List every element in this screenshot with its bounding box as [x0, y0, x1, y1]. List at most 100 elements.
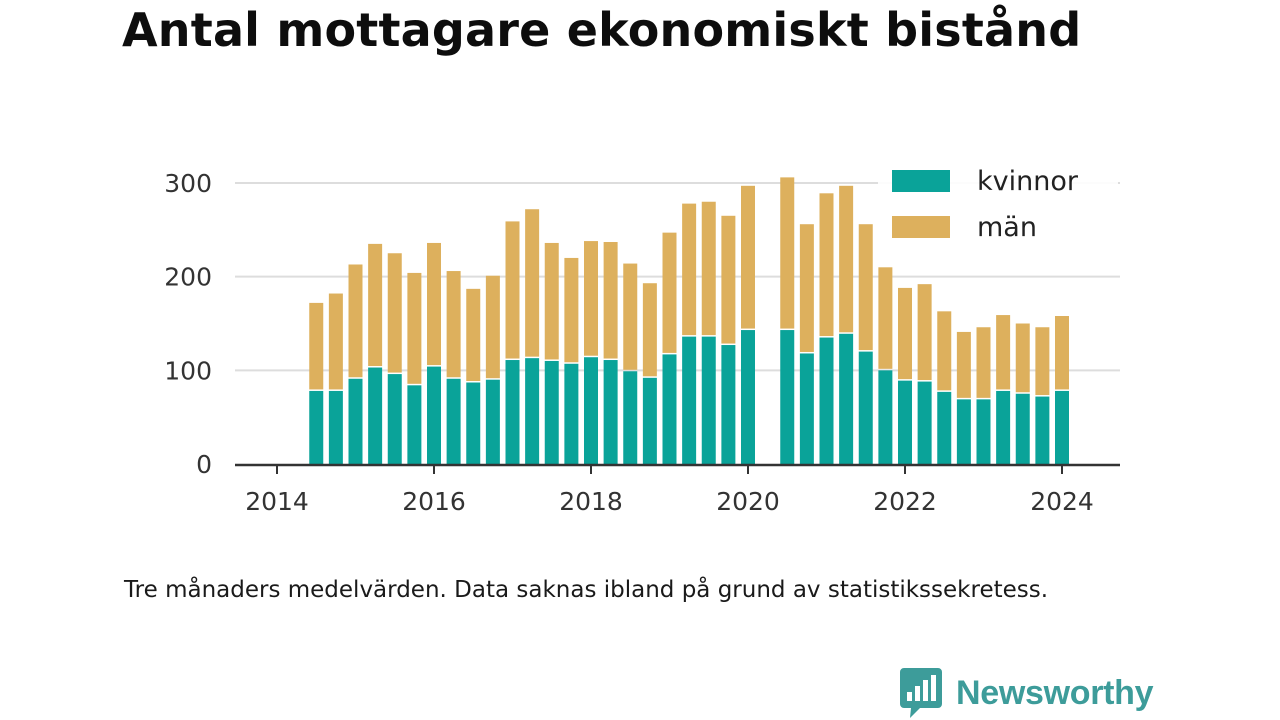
bar-kvinnor-2017-04	[525, 358, 540, 464]
bar-chart-speech-bubble-icon	[900, 668, 942, 718]
bar-kvinnor-2021-04	[839, 333, 854, 464]
x-tick-label: 2024	[1030, 487, 1094, 516]
bar-män-2023-07	[1015, 323, 1030, 393]
bar-kvinnor-2019-10	[721, 345, 736, 464]
y-axis-tick-labels: 0 100 200 300	[164, 169, 212, 479]
bar-män-2020-01	[741, 185, 755, 329]
bar-män-2014-07	[309, 302, 324, 390]
bar-män-2020-07	[780, 177, 795, 329]
bar-kvinnor-2016-04	[446, 378, 461, 464]
legend-swatch-kvinnor	[892, 170, 950, 192]
bar-kvinnor-2018-01	[584, 357, 598, 464]
bar-män-2023-10	[1035, 327, 1050, 396]
bar-män-2022-04	[917, 284, 932, 381]
bar-kvinnor-2020-07	[780, 330, 795, 464]
x-tick-label: 2022	[873, 487, 937, 516]
bar-män-2019-01	[662, 232, 677, 353]
bar-män-2015-07	[387, 253, 402, 373]
bar-marks	[309, 177, 1069, 464]
bar-kvinnor-2021-07	[858, 351, 873, 464]
bar-män-2019-07	[701, 201, 716, 336]
bar-kvinnor-2016-10	[485, 379, 500, 464]
y-tick-label: 0	[196, 450, 212, 479]
bar-kvinnor-2017-07	[544, 360, 559, 464]
bar-män-2021-01	[819, 193, 834, 337]
bar-kvinnor-2020-01	[741, 330, 755, 464]
bar-män-2022-07	[937, 311, 952, 391]
chart-title: Antal mottagare ekonomiskt bistånd	[122, 3, 1082, 57]
y-tick-label: 100	[164, 356, 212, 385]
legend-label-kvinnor: kvinnor	[977, 166, 1079, 197]
bar-kvinnor-2022-10	[956, 399, 971, 464]
bar-kvinnor-2024-01	[1055, 390, 1069, 464]
bar-kvinnor-2023-10	[1035, 396, 1050, 464]
x-tick-label: 2018	[559, 487, 623, 516]
x-tick-label: 2016	[402, 487, 466, 516]
bar-män-2016-04	[446, 271, 461, 378]
bar-kvinnor-2017-01	[505, 360, 520, 464]
bar-män-2023-04	[996, 315, 1011, 390]
y-tick-label: 200	[164, 263, 212, 292]
bar-kvinnor-2022-07	[937, 391, 952, 464]
bar-män-2019-04	[682, 203, 697, 336]
bar-kvinnor-2018-10	[642, 377, 657, 464]
bar-kvinnor-2018-07	[623, 371, 638, 464]
y-tick-label: 300	[164, 169, 212, 198]
bar-kvinnor-2015-04	[368, 367, 383, 464]
bar-män-2021-04	[839, 185, 854, 333]
bar-kvinnor-2014-07	[309, 390, 324, 464]
bar-kvinnor-2023-07	[1015, 393, 1030, 464]
bar-kvinnor-2016-07	[466, 382, 481, 464]
bar-män-2017-01	[505, 221, 520, 359]
bar-män-2019-10	[721, 215, 736, 344]
bar-kvinnor-2019-04	[682, 336, 697, 464]
bar-kvinnor-2019-01	[662, 354, 677, 464]
bar-män-2023-01	[976, 327, 991, 398]
bar-kvinnor-2016-01	[427, 366, 441, 464]
bar-kvinnor-2018-04	[603, 360, 618, 464]
bar-män-2014-10	[328, 293, 343, 390]
bar-kvinnor-2023-04	[996, 390, 1011, 464]
bar-män-2016-10	[485, 275, 500, 379]
bar-män-2017-10	[564, 257, 579, 363]
bar-män-2021-07	[858, 224, 873, 351]
bar-män-2018-01	[584, 241, 598, 356]
bar-kvinnor-2022-04	[917, 381, 932, 464]
bar-män-2022-01	[898, 287, 912, 380]
bar-män-2024-01	[1055, 316, 1069, 390]
bar-kvinnor-2015-01	[348, 378, 363, 464]
x-axis: 2014 2016 2018 2020 2022 2024	[235, 463, 1120, 516]
bar-män-2017-04	[525, 209, 540, 357]
legend-swatch-män	[892, 216, 950, 238]
bar-kvinnor-2019-07	[701, 336, 716, 464]
chart-caption: Tre månaders medelvärden. Data saknas ib…	[124, 577, 1049, 603]
bar-kvinnor-2014-10	[328, 390, 343, 464]
bar-män-2015-10	[407, 272, 422, 384]
bar-män-2017-07	[544, 242, 559, 360]
bar-män-2016-07	[466, 288, 481, 382]
bar-män-2016-01	[427, 242, 441, 366]
brand-name: Newsworthy	[956, 673, 1154, 712]
x-tick-label: 2020	[716, 487, 780, 516]
bar-män-2022-10	[956, 331, 971, 398]
bar-män-2018-07	[623, 263, 638, 370]
bar-kvinnor-2021-10	[878, 370, 893, 464]
bar-män-2018-10	[642, 283, 657, 377]
bar-kvinnor-2023-01	[976, 399, 991, 464]
bar-kvinnor-2015-10	[407, 385, 422, 464]
legend: kvinnor män	[878, 158, 1118, 248]
bar-män-2020-10	[799, 224, 814, 352]
bar-kvinnor-2015-07	[387, 374, 402, 464]
bar-män-2018-04	[603, 242, 618, 359]
newsworthy-logo: Newsworthy	[900, 668, 1154, 718]
bar-män-2015-01	[348, 264, 363, 378]
bar-kvinnor-2020-10	[799, 353, 814, 464]
bar-kvinnor-2022-01	[898, 380, 912, 464]
legend-label-män: män	[977, 212, 1037, 243]
bar-kvinnor-2021-01	[819, 337, 834, 464]
x-tick-label: 2014	[245, 487, 309, 516]
bar-män-2015-04	[368, 243, 383, 367]
bar-män-2021-10	[878, 267, 893, 369]
bar-kvinnor-2017-10	[564, 363, 579, 464]
